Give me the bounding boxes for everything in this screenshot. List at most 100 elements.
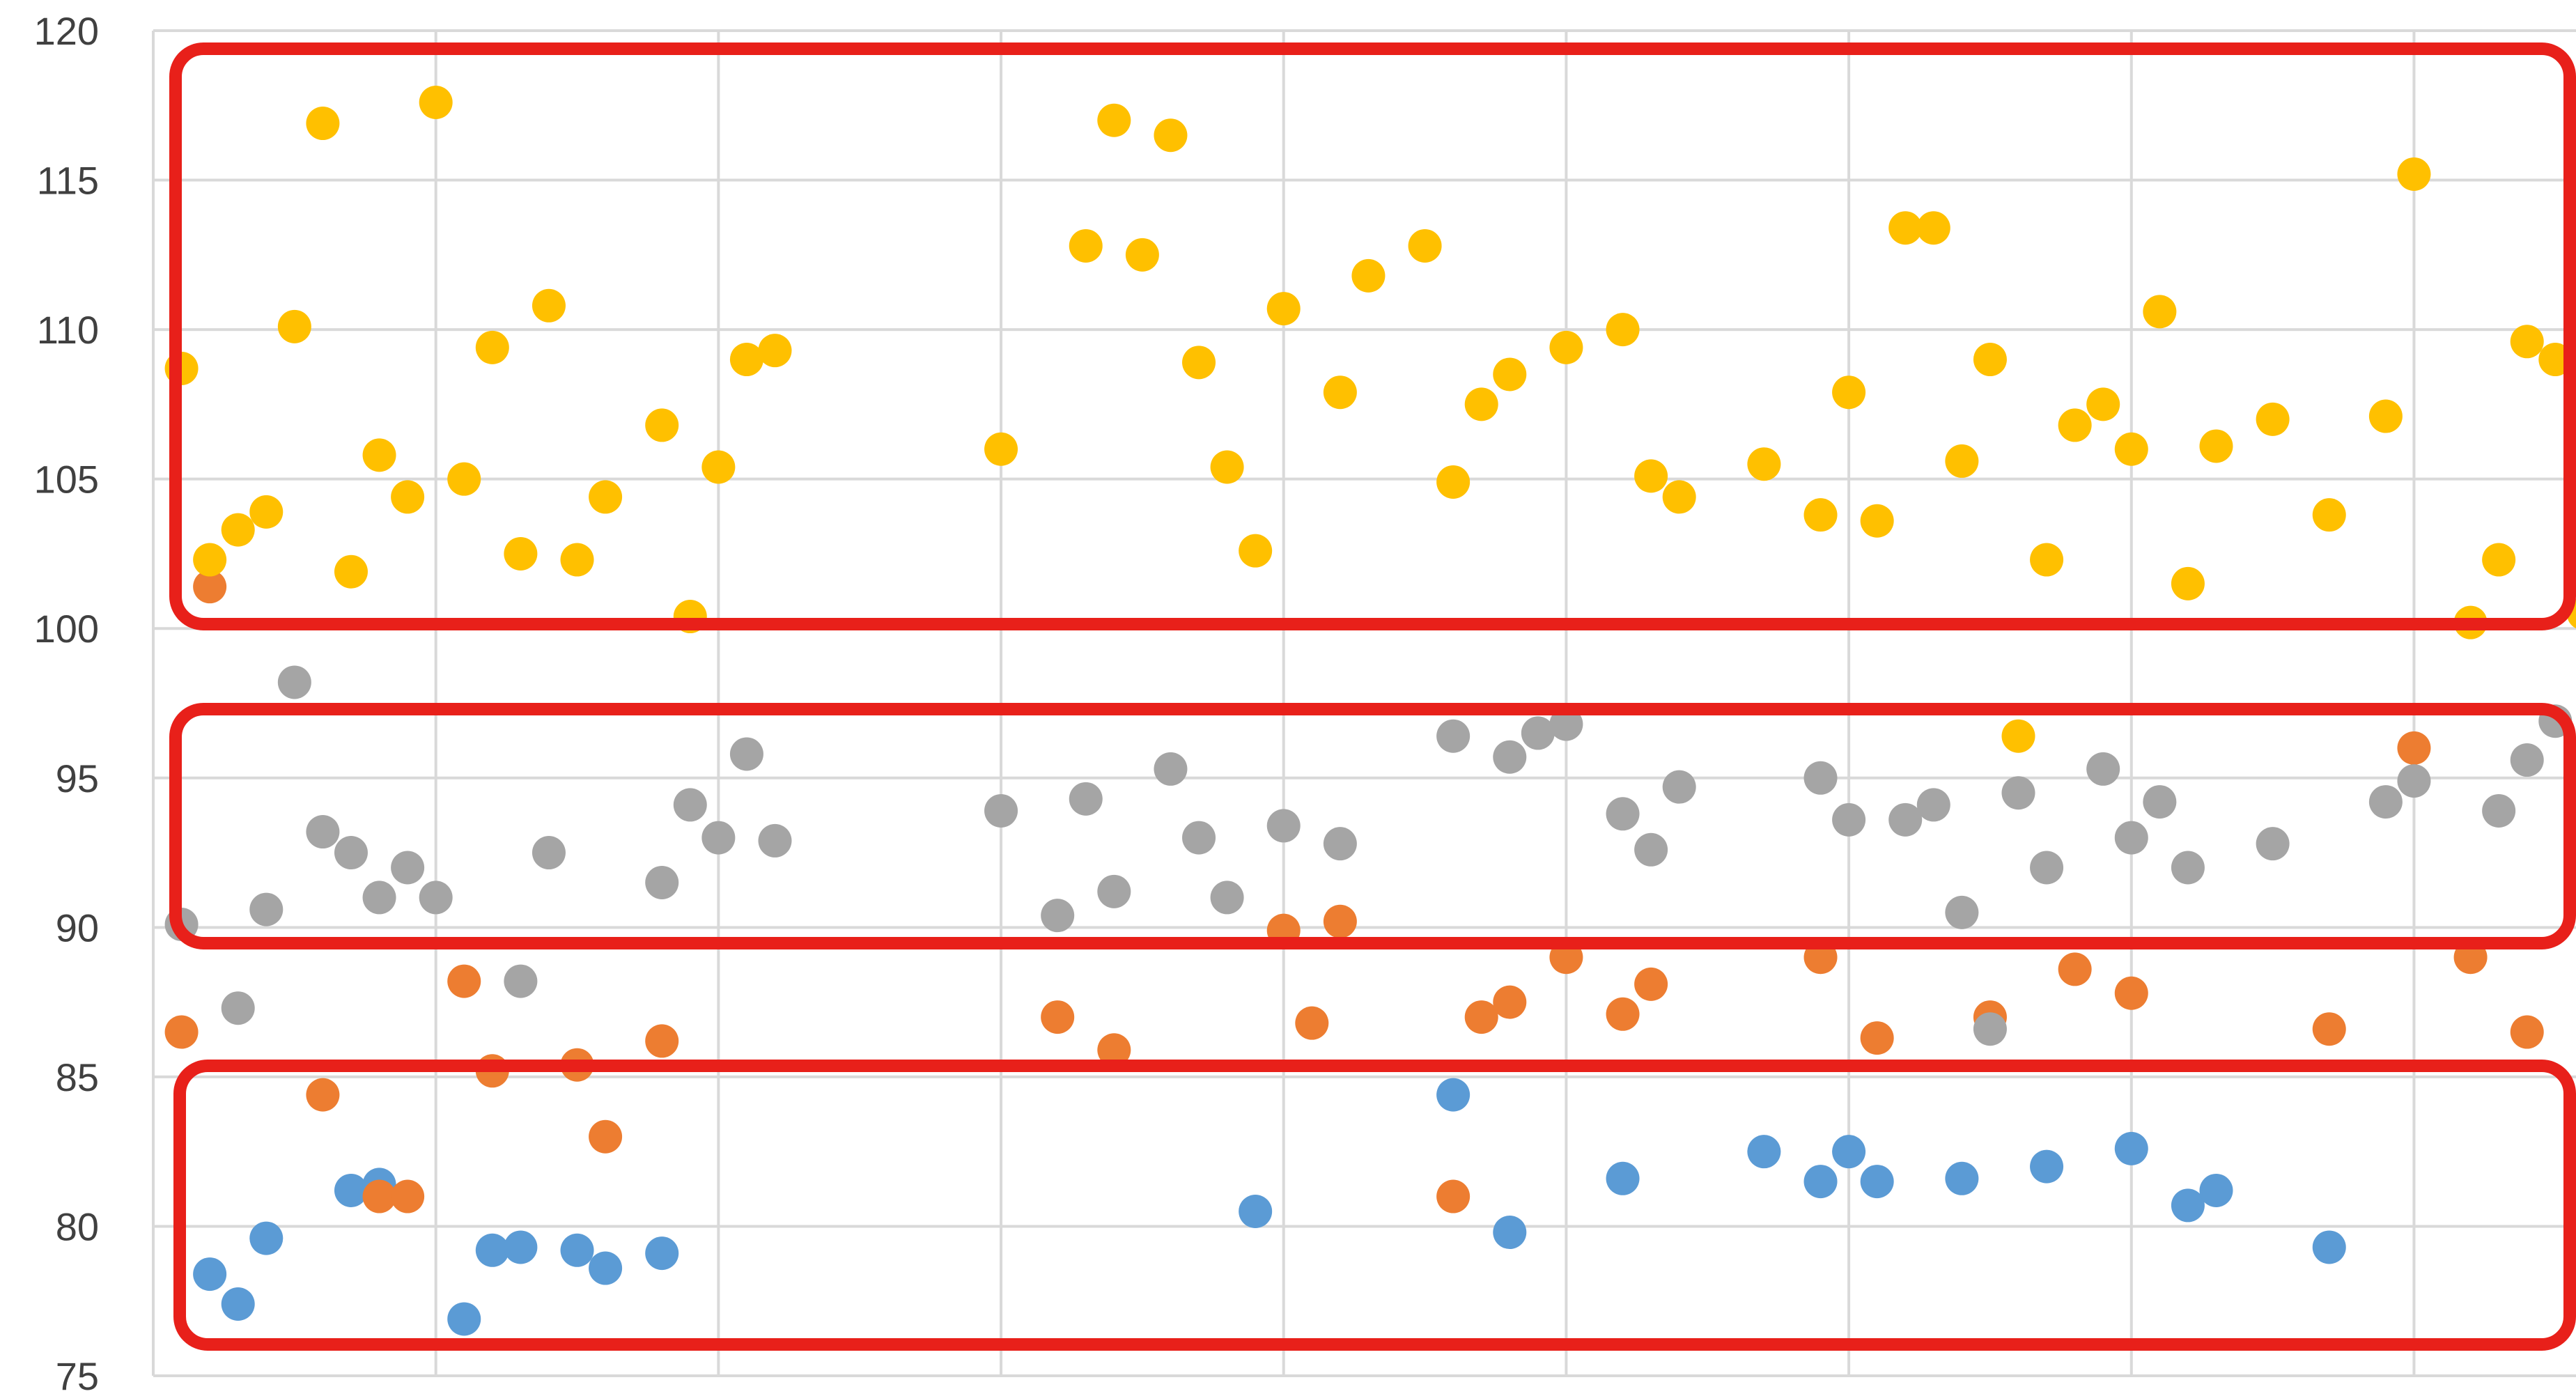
data-point [1351, 258, 1386, 293]
data-point [1493, 985, 1527, 1019]
data-point [2368, 399, 2403, 433]
y-tick-label: 95 [56, 757, 99, 800]
data-point [1239, 534, 1273, 568]
data-point [1097, 1033, 1131, 1067]
data-point [391, 480, 425, 514]
data-point [1945, 444, 1979, 478]
data-point [560, 1233, 594, 1267]
data-point [2312, 1012, 2346, 1046]
data-point [1803, 761, 1838, 795]
data-point [1210, 450, 1244, 484]
data-point [221, 513, 255, 547]
data-point [2143, 785, 2177, 819]
data-point [2030, 543, 2064, 577]
data-point [221, 1287, 255, 1321]
data-point [1239, 1194, 1273, 1228]
data-point [2256, 402, 2290, 436]
data-point [391, 851, 425, 885]
data-point [475, 330, 509, 364]
highlight-box [169, 703, 2576, 949]
data-point [2143, 295, 2177, 329]
data-point [1323, 827, 1357, 861]
highlight-layer [169, 42, 2576, 1351]
data-point [1860, 1021, 1894, 1055]
data-point [221, 991, 255, 1025]
data-point [2030, 1149, 2064, 1184]
data-point [2199, 1173, 2233, 1207]
data-point [306, 107, 340, 141]
data-point [1888, 211, 1923, 245]
data-point [1493, 740, 1527, 774]
y-tick-label: 105 [34, 458, 99, 502]
data-point [1803, 498, 1838, 532]
data-point [391, 1179, 425, 1213]
data-point [645, 1024, 679, 1058]
data-point [758, 823, 792, 858]
data-point [249, 892, 284, 926]
data-point [1662, 480, 1696, 514]
data-point [1634, 832, 1668, 867]
data-point [645, 1236, 679, 1271]
data-point [1634, 967, 1668, 1001]
y-tick-label: 85 [56, 1055, 99, 1099]
data-point [1945, 1161, 1979, 1195]
data-point [984, 793, 1018, 828]
data-point [1436, 465, 1471, 499]
data-point [729, 343, 763, 377]
data-point [447, 1302, 481, 1336]
data-point [2510, 743, 2544, 777]
data-point [1323, 904, 1357, 938]
data-point [758, 334, 792, 368]
data-point [164, 1015, 199, 1049]
data-point [1606, 1161, 1640, 1195]
data-point [1662, 770, 1696, 804]
data-point [1747, 447, 1781, 481]
data-point [1493, 1216, 1527, 1250]
data-point [447, 964, 481, 998]
data-point [1069, 782, 1103, 816]
highlight-box [169, 42, 2576, 630]
data-point [1832, 375, 1866, 410]
data-point [2058, 952, 2092, 986]
data-point [1295, 1006, 1329, 1040]
data-point [1606, 797, 1640, 831]
y-tick-label: 115 [37, 159, 99, 203]
data-point [1069, 228, 1103, 263]
data-point [2086, 752, 2120, 786]
data-point [1549, 330, 1583, 364]
data-point [1945, 895, 1979, 929]
data-point [1832, 1135, 1866, 1169]
data-point [1606, 313, 1640, 347]
data-point [1860, 1165, 1894, 1199]
data-point [1182, 821, 1216, 855]
data-point [1154, 752, 1188, 786]
data-point [419, 881, 453, 915]
data-point [504, 964, 538, 998]
data-point [2114, 1131, 2148, 1165]
data-point [589, 1251, 623, 1285]
data-point [277, 309, 311, 343]
data-point [1493, 357, 1527, 391]
data-point [193, 1257, 227, 1292]
y-tick-label: 90 [56, 906, 99, 949]
y-tick-label: 110 [37, 308, 99, 352]
y-tick-label: 75 [56, 1354, 99, 1396]
data-point [1832, 802, 1866, 837]
data-point [2058, 408, 2092, 442]
data-point [2312, 498, 2346, 532]
data-point [532, 288, 566, 323]
data-point [1549, 707, 1583, 741]
data-point [2312, 1230, 2346, 1264]
data-point [1436, 1078, 1471, 1112]
data-point [1266, 809, 1301, 843]
data-point [1803, 1165, 1838, 1199]
data-point [447, 462, 481, 496]
data-point [1521, 716, 1555, 750]
data-point [2171, 1188, 2205, 1223]
data-point [589, 1119, 623, 1154]
data-point [1916, 211, 1950, 245]
data-point [673, 788, 707, 822]
data-point [362, 438, 396, 472]
data-point [2510, 325, 2544, 359]
